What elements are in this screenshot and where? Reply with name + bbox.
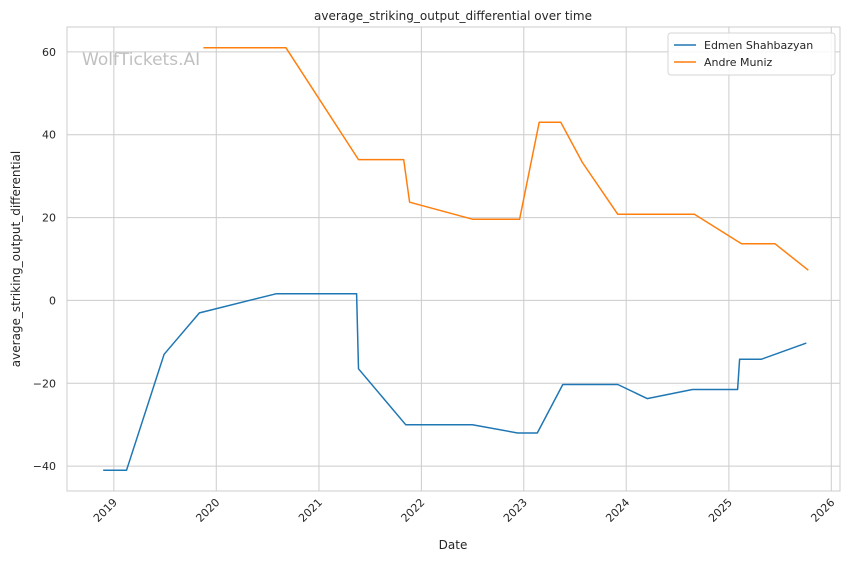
legend-label: Andre Muniz [704, 56, 773, 69]
y-axis-label: average_striking_output_differential [9, 151, 23, 367]
y-tick-labels: −40 −20 0 20 40 60 [33, 46, 56, 473]
x-tick-label: 2022 [399, 496, 428, 525]
x-tick-label: 2021 [296, 496, 325, 525]
x-tick-label: 2023 [501, 496, 530, 525]
y-tick-label: 0 [49, 294, 56, 307]
plot-frame [66, 26, 841, 492]
series-line-1 [203, 46, 809, 271]
y-tick-label: 40 [42, 129, 56, 142]
x-tick-label: 2020 [193, 496, 222, 525]
x-tick-label: 2024 [603, 496, 632, 525]
plot-background [67, 27, 840, 491]
series-layer [103, 46, 809, 472]
y-tick-label: 20 [42, 212, 56, 225]
x-tick-label: 2019 [91, 496, 120, 525]
legend-label: Edmen Shahbazyan [704, 39, 813, 52]
x-axis-label: Date [439, 538, 468, 552]
x-tick-labels: 2019 2020 2021 2022 2023 2024 2025 2026 [91, 496, 837, 525]
watermark-text: WolfTickets.AI [82, 50, 200, 70]
legend-box [667, 32, 836, 76]
x-gridlines [113, 27, 832, 491]
y-tick-label: 60 [42, 46, 56, 59]
y-tick-label: −20 [33, 377, 56, 390]
x-tick-label: 2025 [706, 496, 735, 525]
y-tick-label: −40 [33, 460, 56, 473]
legend: Edmen Shahbazyan Andre Muniz [667, 32, 836, 76]
x-tick-label: 2026 [808, 496, 837, 525]
chart-title: average_striking_output_differential ove… [314, 9, 592, 23]
series-line-0 [103, 293, 807, 472]
